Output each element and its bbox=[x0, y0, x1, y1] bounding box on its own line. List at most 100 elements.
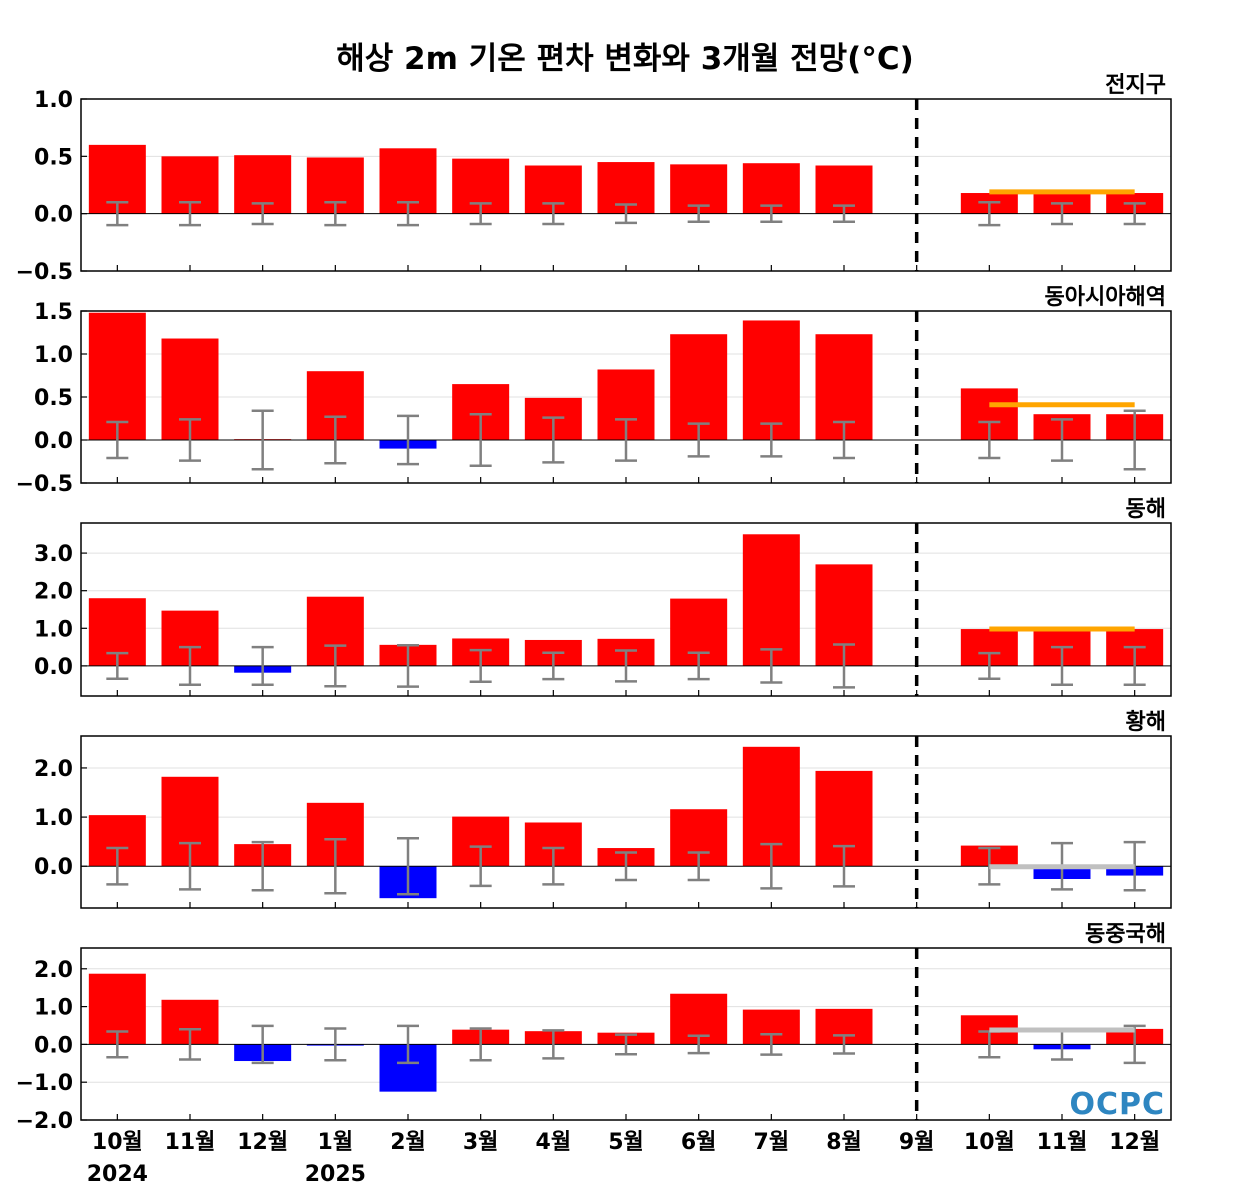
x-tick-label: 12월 bbox=[237, 1130, 288, 1155]
y-tick-label: 0.0 bbox=[34, 203, 73, 228]
x-tick-label: 1월 bbox=[318, 1130, 354, 1155]
y-tick-label: 0.0 bbox=[34, 429, 73, 454]
region-label: 동중국해 bbox=[1085, 922, 1166, 947]
y-tick-label: 2.0 bbox=[34, 757, 73, 782]
error-bar bbox=[324, 837, 347, 895]
error-bar bbox=[324, 1027, 347, 1062]
error-bar bbox=[397, 414, 419, 466]
error-bar bbox=[397, 1024, 419, 1065]
region-label: 동아시아해역 bbox=[1045, 285, 1166, 310]
ocpc-logo: OCPC bbox=[1069, 1087, 1165, 1122]
error-bar bbox=[106, 846, 129, 886]
error-bar bbox=[251, 645, 274, 686]
chart-panels: 1.0 0.5 0.0 −0.5 전지구 1.5 1.0 0.5 0.0 −0.5 동아시아해역 3.… bbox=[16, 73, 1172, 1134]
error-bar bbox=[615, 851, 637, 882]
error-bar bbox=[324, 644, 347, 688]
x-tick-label: 2월 bbox=[390, 1130, 426, 1155]
panel-3: 3.0 2.0 1.0 0.0 동해 bbox=[34, 497, 1172, 697]
error-bar bbox=[397, 643, 419, 688]
x-tick-label: 10월 bbox=[92, 1130, 143, 1155]
error-bar bbox=[615, 649, 637, 683]
error-bar bbox=[760, 1032, 783, 1056]
y-tick-label: 3.0 bbox=[34, 542, 73, 567]
error-bar bbox=[1123, 645, 1146, 686]
panel-2: 1.5 1.0 0.5 0.0 −0.5 동아시아해역 bbox=[16, 285, 1172, 497]
error-bar bbox=[542, 846, 565, 886]
bar-7 bbox=[742, 320, 800, 440]
error-bar bbox=[687, 1034, 710, 1055]
error-bar bbox=[687, 851, 710, 882]
error-bar bbox=[251, 409, 274, 471]
error-bar bbox=[1051, 418, 1073, 462]
region-label: 황해 bbox=[1126, 710, 1166, 735]
x-tick-label: 7월 bbox=[754, 1130, 790, 1155]
year-label: 2025 bbox=[305, 1162, 366, 1187]
error-bar bbox=[469, 412, 492, 468]
x-axis: 10월 11월 12월 1월 2월 3월 4월 5월 6월 7월 8월 9월 10월 11월 12월 2024… bbox=[87, 1130, 1160, 1187]
error-bar bbox=[1123, 202, 1146, 226]
error-bar bbox=[542, 416, 565, 464]
error-bar bbox=[833, 643, 855, 689]
y-tick-label: 2.0 bbox=[34, 958, 73, 983]
error-bar bbox=[687, 422, 710, 458]
y-tick-label: 0.0 bbox=[34, 655, 73, 680]
y-tick-label: −0.5 bbox=[16, 472, 73, 497]
y-tick-label: 1.0 bbox=[34, 806, 73, 831]
y-tick-label: 0.5 bbox=[34, 386, 73, 411]
error-bar bbox=[179, 418, 201, 462]
error-bar bbox=[833, 420, 855, 460]
error-bar bbox=[324, 200, 347, 227]
y-tick-label: −1.0 bbox=[16, 1071, 73, 1096]
error-bar bbox=[760, 648, 783, 684]
error-bar bbox=[978, 200, 1001, 227]
panel-1: 1.0 0.5 0.0 −0.5 전지구 bbox=[16, 73, 1172, 285]
y-tick-label: 2.0 bbox=[34, 580, 73, 605]
panel-5: 2.0 1.0 0.0 −1.0 −2.0 동중국해 bbox=[16, 922, 1172, 1134]
error-bar bbox=[106, 420, 129, 460]
x-tick-label: 11월 bbox=[165, 1130, 216, 1155]
y-tick-label: 0.0 bbox=[34, 1033, 73, 1058]
error-bar bbox=[615, 418, 637, 462]
panel-4: 2.0 1.0 0.0 황해 bbox=[34, 710, 1172, 909]
x-tick-label: 8월 bbox=[826, 1130, 862, 1155]
error-bar bbox=[469, 202, 492, 226]
error-bar bbox=[542, 202, 565, 226]
error-bar bbox=[324, 415, 347, 465]
error-bar bbox=[179, 841, 201, 891]
error-bar bbox=[397, 836, 419, 896]
bar-7 bbox=[742, 534, 800, 666]
error-bar bbox=[1123, 409, 1146, 471]
y-tick-label: 1.0 bbox=[34, 617, 73, 642]
error-bar bbox=[397, 200, 419, 227]
y-tick-label: 0.5 bbox=[34, 145, 73, 170]
error-bar bbox=[833, 844, 855, 888]
y-tick-label: 1.0 bbox=[34, 88, 73, 113]
error-bar bbox=[106, 1030, 129, 1059]
error-bar bbox=[1051, 202, 1073, 226]
y-tick-label: 1.0 bbox=[34, 343, 73, 368]
error-bar bbox=[833, 204, 855, 223]
x-tick-label: 11월 bbox=[1037, 1130, 1088, 1155]
x-tick-label: 6월 bbox=[681, 1130, 717, 1155]
error-bar bbox=[687, 651, 710, 681]
x-tick-label: 5월 bbox=[608, 1130, 644, 1155]
error-bar bbox=[760, 422, 783, 458]
x-tick-label: 9월 bbox=[899, 1130, 935, 1155]
y-tick-label: −0.5 bbox=[16, 260, 73, 285]
error-bar bbox=[469, 648, 492, 683]
error-bar bbox=[1051, 645, 1073, 686]
bar-10 bbox=[88, 312, 146, 440]
y-tick-label: 1.5 bbox=[34, 300, 73, 325]
y-tick-label: −2.0 bbox=[16, 1109, 73, 1134]
y-tick-label: 1.0 bbox=[34, 996, 73, 1021]
error-bar bbox=[106, 651, 129, 680]
error-bar bbox=[179, 200, 201, 227]
error-bar bbox=[687, 204, 710, 223]
panel-frame bbox=[80, 735, 1172, 909]
error-bar bbox=[251, 840, 274, 892]
error-bar bbox=[978, 651, 1001, 680]
error-bar bbox=[833, 1034, 855, 1055]
error-bar bbox=[179, 645, 201, 686]
error-bar bbox=[469, 845, 492, 888]
